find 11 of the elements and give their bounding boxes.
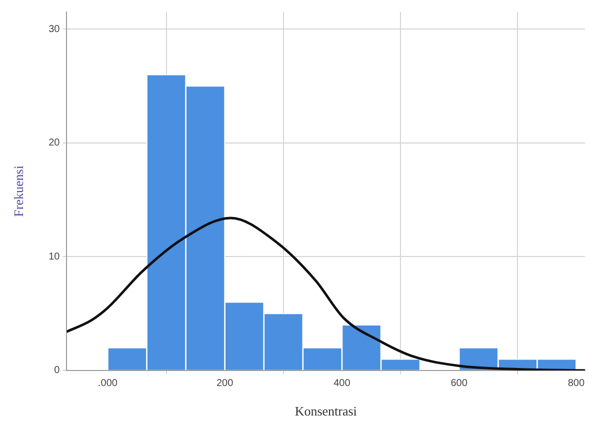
x-tick-label: 800 [568, 378, 585, 390]
x-tick-label: 600 [450, 378, 468, 390]
x-tick-label: 200 [216, 378, 234, 390]
x-axis-title: Konsentrasi [294, 404, 358, 419]
y-tick-label: 30 [48, 24, 60, 35]
x-tick-label: .000 [98, 378, 118, 390]
y-tick-label: 10 [48, 251, 60, 262]
y-tick-label: 0 [54, 365, 60, 376]
y-tick-label: 20 [48, 138, 60, 149]
x-tick-label: 400 [334, 378, 351, 390]
y-axis-title: Frekuensi [11, 165, 26, 217]
